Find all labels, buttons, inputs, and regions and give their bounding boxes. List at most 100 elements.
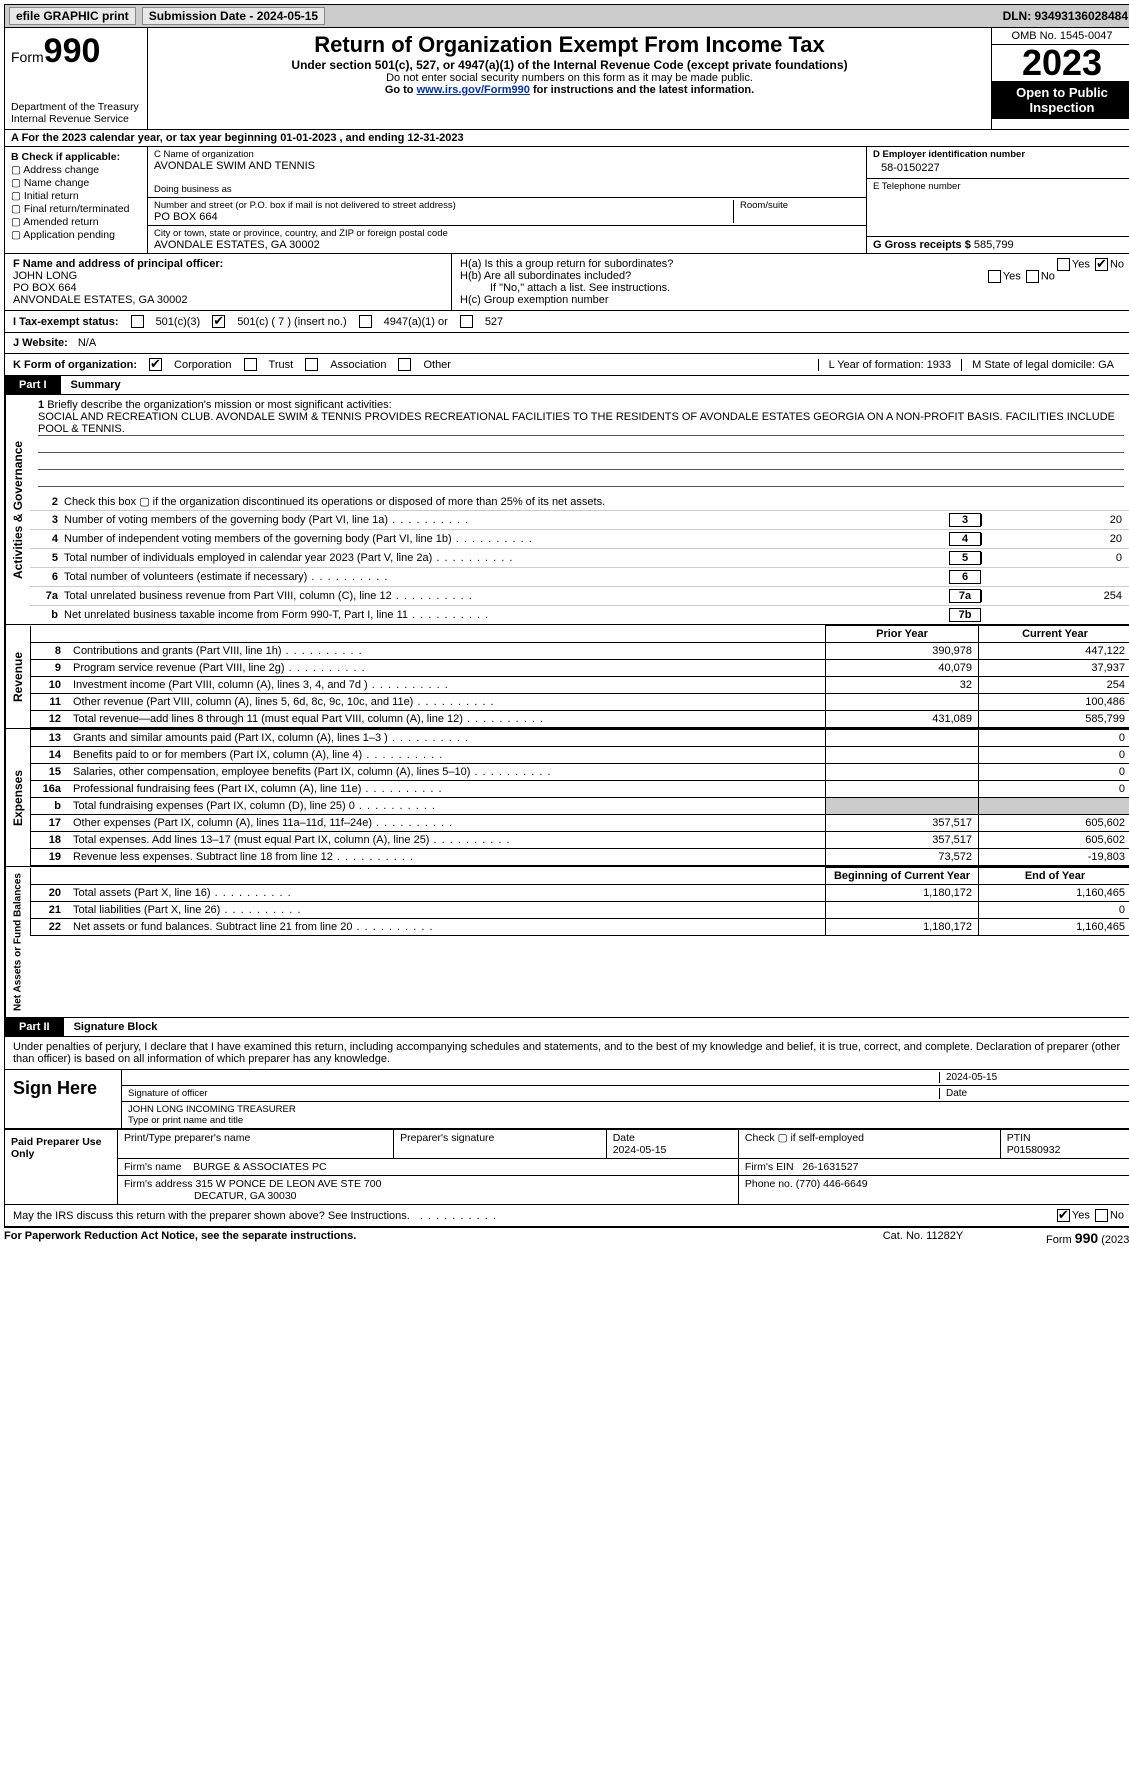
goto-post: for instructions and the latest informat… <box>530 84 754 96</box>
chk-amended-return[interactable]: ▢ Amended return <box>11 216 141 228</box>
submission-date-button[interactable]: Submission Date - 2024-05-15 <box>142 7 325 25</box>
line-num: 10 <box>31 677 68 694</box>
ein-cell: D Employer identification number 58-0150… <box>867 147 1129 179</box>
discuss-question: May the IRS discuss this return with the… <box>13 1210 410 1222</box>
prep-date: Date2024-05-15 <box>606 1130 738 1159</box>
chk-other[interactable] <box>398 358 411 371</box>
rev-header-row: Prior Year Current Year <box>31 626 1129 643</box>
irs-link[interactable]: www.irs.gov/Form990 <box>417 84 530 96</box>
line-desc: Investment income (Part VIII, column (A)… <box>67 677 826 694</box>
discuss-yes[interactable] <box>1057 1209 1070 1222</box>
dln-label: DLN: 93493136028484 <box>1003 9 1128 23</box>
chk-application-pending[interactable]: ▢ Application pending <box>11 229 141 241</box>
sign-date: 2024-05-15 <box>939 1072 1126 1083</box>
line-desc: Professional fundraising fees (Part IX, … <box>67 781 826 798</box>
prior-year-val <box>826 747 979 764</box>
mission-lbl: Briefly describe the organization's miss… <box>47 399 391 411</box>
prior-year-val <box>826 798 979 815</box>
chk-501c3[interactable] <box>131 315 144 328</box>
h-a-yes[interactable] <box>1057 258 1070 271</box>
prior-year-val <box>826 781 979 798</box>
prior-year-val: 1,180,172 <box>826 885 979 902</box>
chk-initial-return[interactable]: ▢ Initial return <box>11 190 141 202</box>
line-num: 7a <box>34 590 64 602</box>
section-governance: Activities & Governance 1 Briefly descri… <box>4 395 1129 625</box>
gross-val: 585,799 <box>974 239 1014 251</box>
side-revenue: Revenue <box>5 625 30 728</box>
entity-block: B Check if applicable: ▢ Address change … <box>4 147 1129 254</box>
chk-527[interactable] <box>460 315 473 328</box>
side-expenses: Expenses <box>5 729 30 866</box>
k-right: L Year of formation: 1933 M State of leg… <box>818 359 1124 371</box>
page-footer: For Paperwork Reduction Act Notice, see … <box>4 1227 1129 1246</box>
j-lbl: J Website: <box>13 337 68 349</box>
line-num: 22 <box>31 919 68 936</box>
discuss-dots <box>420 1210 497 1222</box>
current-year-val: 0 <box>979 902 1129 919</box>
sign-name-line: JOHN LONG INCOMING TREASURER Type or pri… <box>122 1102 1129 1128</box>
line-desc: Total assets (Part X, line 16) <box>67 885 826 902</box>
current-year-val: 0 <box>979 747 1129 764</box>
line-num: 21 <box>31 902 68 919</box>
chk-corp[interactable] <box>149 358 162 371</box>
date-lbl: Date <box>939 1088 1126 1099</box>
h-b-yes[interactable] <box>988 270 1001 283</box>
gov-line: 2Check this box ▢ if the organization di… <box>30 493 1129 510</box>
line-desc: Total expenses. Add lines 13–17 (must eq… <box>67 832 826 849</box>
part2-header: Part II Signature Block <box>4 1018 1129 1037</box>
mission-text: SOCIAL AND RECREATION CLUB. AVONDALE SWI… <box>38 411 1124 436</box>
phone-lbl: E Telephone number <box>873 181 1126 192</box>
form-note2: Go to www.irs.gov/Form990 for instructio… <box>154 84 985 96</box>
topbar: efile GRAPHIC print Submission Date - 20… <box>4 4 1129 28</box>
prior-year-val <box>826 730 979 747</box>
h-b: H(b) Are all subordinates included? Yes … <box>460 270 1124 282</box>
prior-year-val: 40,079 <box>826 660 979 677</box>
gov-line: 5Total number of individuals employed in… <box>30 548 1129 567</box>
sign-body: 2024-05-15 Signature of officer Date JOH… <box>122 1070 1129 1128</box>
part1-header: Part I Summary <box>4 376 1129 395</box>
sign-here-label: Sign Here <box>5 1070 122 1128</box>
h-a-no[interactable] <box>1095 258 1108 271</box>
preparer-table: Paid Preparer Use Only Print/Type prepar… <box>4 1129 1129 1205</box>
line-num: 20 <box>31 885 68 902</box>
dept-label: Department of the Treasury Internal Reve… <box>11 101 141 125</box>
discuss-no[interactable] <box>1095 1209 1108 1222</box>
line-desc: Salaries, other compensation, employee b… <box>67 764 826 781</box>
officer-h-row: F Name and address of principal officer:… <box>4 254 1129 311</box>
line-desc: Total fundraising expenses (Part IX, col… <box>67 798 826 815</box>
chk-name-change[interactable]: ▢ Name change <box>11 177 141 189</box>
table-row: 16aProfessional fundraising fees (Part I… <box>31 781 1129 798</box>
h-b-no[interactable] <box>1026 270 1039 283</box>
line-num: 6 <box>34 571 64 583</box>
chk-trust[interactable] <box>244 358 257 371</box>
line-num: 15 <box>31 764 68 781</box>
current-year-val: 1,160,465 <box>979 919 1129 936</box>
line-desc: Other revenue (Part VIII, column (A), li… <box>67 694 826 711</box>
line-desc: Other expenses (Part IX, column (A), lin… <box>67 815 826 832</box>
chk-address-change[interactable]: ▢ Address change <box>11 164 141 176</box>
form-header: Form990 Department of the Treasury Inter… <box>4 28 1129 130</box>
chk-501c[interactable] <box>212 315 225 328</box>
line-num: 9 <box>31 660 68 677</box>
prior-year-val: 431,089 <box>826 711 979 728</box>
dba-lbl: Doing business as <box>154 184 860 195</box>
chk-assoc[interactable] <box>305 358 318 371</box>
gov-body: 1 Briefly describe the organization's mi… <box>30 395 1129 624</box>
city-cell: City or town, state or province, country… <box>148 226 866 253</box>
perjury-statement: Under penalties of perjury, I declare th… <box>4 1037 1129 1070</box>
current-year-val: 37,937 <box>979 660 1129 677</box>
chk-4947[interactable] <box>359 315 372 328</box>
line-desc: Number of voting members of the governin… <box>64 514 945 526</box>
efile-print-button[interactable]: efile GRAPHIC print <box>9 7 136 25</box>
line-num: 16a <box>31 781 68 798</box>
officer-signed-name: JOHN LONG INCOMING TREASURER <box>128 1104 1126 1115</box>
street-cell: Number and street (or P.O. box if mail i… <box>148 198 866 226</box>
chk-final-return[interactable]: ▢ Final return/terminated <box>11 203 141 215</box>
current-year-val: 605,602 <box>979 832 1129 849</box>
table-row: 12Total revenue—add lines 8 through 11 (… <box>31 711 1129 728</box>
gov-line: 4Number of independent voting members of… <box>30 529 1129 548</box>
rev-current-year: Current Year <box>979 626 1129 643</box>
sign-officer-line: Signature of officer Date <box>122 1086 1129 1102</box>
form-subtitle: Under section 501(c), 527, or 4947(a)(1)… <box>154 58 985 72</box>
discuss-yn: Yes No <box>1055 1209 1124 1222</box>
